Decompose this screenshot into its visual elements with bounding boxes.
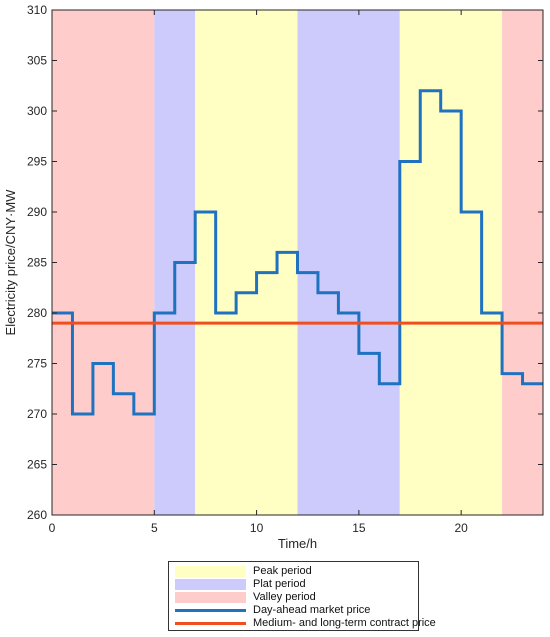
- x-tick-label-20: 20: [454, 521, 468, 535]
- chart: 0 5 10 15 20 260 265 270 275 280 285 290 295 300 305 31…: [0, 0, 550, 560]
- x-tick-label-15: 15: [352, 521, 366, 535]
- legend: Peak period Plat period Valley period Da…: [168, 561, 419, 631]
- x-tick-label-5: 5: [151, 521, 158, 535]
- legend-label-valley: Valley period: [253, 590, 316, 604]
- y-tick-label-275: 275: [27, 357, 47, 371]
- y-tick-label-285: 285: [27, 256, 47, 270]
- y-tick-label-310: 310: [27, 3, 47, 17]
- plat-band-3: [298, 10, 400, 515]
- legend-label-day-ahead: Day-ahead market price: [253, 603, 370, 617]
- y-axis-label: Electricity price/CNY·MW: [3, 189, 18, 336]
- y-tick-label-290: 290: [27, 205, 47, 219]
- x-tick-label-0: 0: [49, 521, 56, 535]
- valley-band-0: [52, 10, 154, 515]
- y-tick-label-260: 260: [27, 508, 47, 522]
- valley-band-5: [502, 10, 543, 515]
- peak-swatch: [175, 566, 246, 577]
- legend-label-plat: Plat period: [253, 577, 306, 591]
- x-tick-label-10: 10: [250, 521, 264, 535]
- peak-band-4: [400, 10, 502, 515]
- contract-line-symbol: [175, 622, 246, 625]
- peak-band-2: [195, 10, 297, 515]
- day-ahead-line-symbol: [175, 609, 246, 612]
- y-tick-label-270: 270: [27, 407, 47, 421]
- y-tick-label-300: 300: [27, 104, 47, 118]
- legend-label-contract: Medium- and long-term contract price: [253, 616, 436, 630]
- legend-label-peak: Peak period: [253, 564, 312, 578]
- y-tick-label-280: 280: [27, 306, 47, 320]
- y-tick-label-265: 265: [27, 458, 47, 472]
- plat-swatch: [175, 579, 246, 590]
- y-tick-label-305: 305: [27, 54, 47, 68]
- x-axis-label: Time/h: [278, 536, 317, 551]
- legend-item-contract: Medium- and long-term contract price: [169, 617, 418, 630]
- valley-swatch: [175, 592, 246, 603]
- y-tick-label-295: 295: [27, 155, 47, 169]
